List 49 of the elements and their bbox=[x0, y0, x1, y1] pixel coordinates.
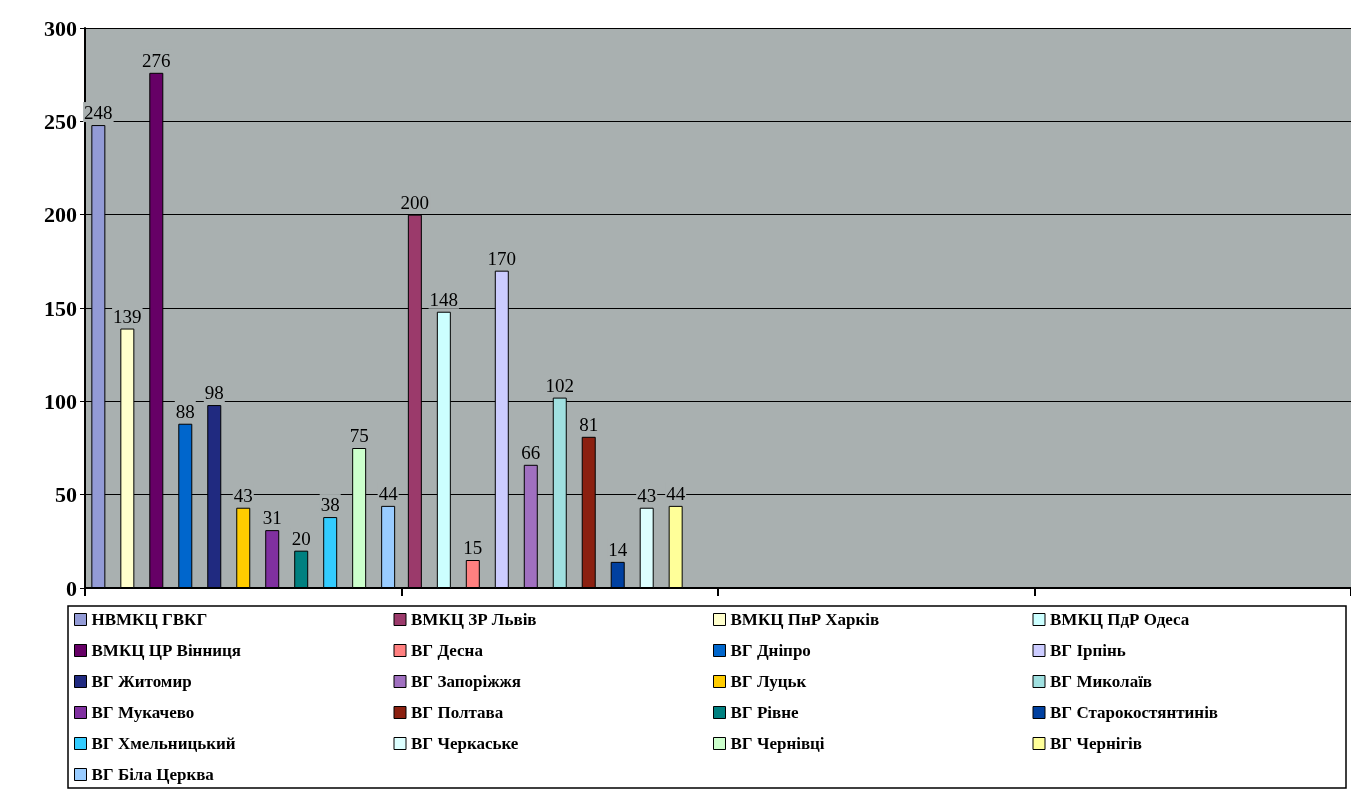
legend-label: ВГ Ірпінь bbox=[1050, 641, 1126, 660]
data-label: 14 bbox=[608, 538, 628, 560]
data-label: 43 bbox=[233, 484, 253, 506]
legend-label: ВГ Біла Церква bbox=[91, 765, 215, 784]
legend-label: ВМКЦ ПдР Одеса bbox=[1050, 610, 1190, 629]
data-label: 31 bbox=[262, 507, 282, 529]
data-label: 20 bbox=[291, 527, 311, 549]
legend-label: ВГ Запоріжжя bbox=[411, 672, 521, 691]
y-tick-label: 50 bbox=[55, 482, 77, 508]
data-label: 81 bbox=[579, 413, 599, 435]
y-tick-label: 250 bbox=[44, 108, 77, 134]
data-label: 44 bbox=[666, 482, 686, 504]
data-label: 43 bbox=[637, 484, 657, 506]
data-label: 102 bbox=[545, 374, 574, 396]
legend-label: ВГ Чернівці bbox=[730, 734, 825, 753]
legend-label: НВМКЦ ГВКГ bbox=[91, 610, 208, 629]
legend-label: ВГ Миколаїв bbox=[1050, 672, 1153, 691]
data-label: 15 bbox=[463, 537, 483, 558]
legend-label: ВГ Дніпро bbox=[730, 641, 811, 660]
data-label: 75 bbox=[349, 425, 369, 446]
legend-label: ВГ Чернігів bbox=[1050, 734, 1143, 753]
legend-label: ВМКЦ ЗР Львів bbox=[411, 610, 537, 629]
legend-label: ВГ Старокостянтинів bbox=[1050, 703, 1219, 722]
data-label: 44 bbox=[378, 482, 399, 504]
data-label: 148 bbox=[429, 288, 459, 310]
data-label: 276 bbox=[142, 49, 171, 71]
legend-label: ВГ Мукачево bbox=[91, 703, 195, 722]
y-tick-label: 300 bbox=[44, 15, 77, 41]
data-label: 98 bbox=[204, 382, 224, 404]
y-tick-label: 200 bbox=[44, 202, 77, 228]
legend-label: ВГ Житомир bbox=[91, 672, 192, 691]
legend-label: ВГ Полтава bbox=[411, 703, 504, 722]
data-label: 88 bbox=[175, 400, 195, 422]
y-tick-label: 0 bbox=[66, 575, 77, 601]
data-label: 38 bbox=[320, 494, 340, 516]
legend-label: ВГ Хмельницький bbox=[91, 734, 236, 753]
data-label: 248 bbox=[84, 102, 113, 124]
legend-label: ВМКЦ ЦР Вінниця bbox=[91, 641, 241, 660]
data-label: 200 bbox=[400, 191, 430, 213]
legend-label: ВГ Черкаське bbox=[411, 734, 519, 753]
legend-label: ВГ Луцьк bbox=[730, 672, 807, 691]
legend-label: ВМКЦ ПнР Харків bbox=[730, 610, 880, 629]
data-label: 170 bbox=[487, 247, 517, 269]
y-tick-label: 150 bbox=[44, 295, 77, 321]
y-tick-label: 100 bbox=[44, 388, 77, 414]
data-label: 66 bbox=[521, 441, 541, 463]
data-label: 139 bbox=[113, 305, 142, 327]
legend-label: ВГ Рівне bbox=[730, 703, 799, 722]
legend-label: ВГ Десна bbox=[411, 641, 484, 660]
